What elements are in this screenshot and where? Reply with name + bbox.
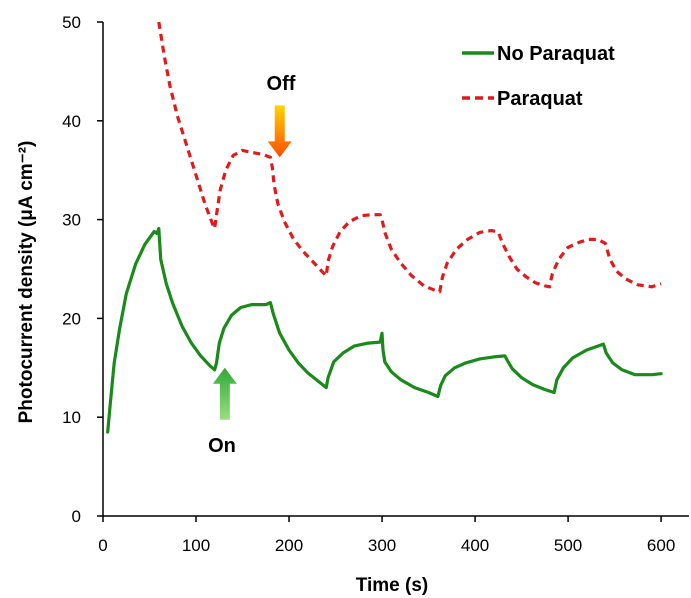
annotation-arrow-off <box>267 105 292 158</box>
legend: No Paraquat Paraquat <box>462 43 615 110</box>
x-ticks: 0 100 200 300 400 500 600 <box>98 516 675 555</box>
y-tick-label: 0 <box>72 507 81 526</box>
annotation-arrow-on <box>212 367 237 420</box>
x-tick-label: 600 <box>647 536 675 555</box>
y-tick-label: 30 <box>62 211 81 230</box>
y-ticks: 0 10 20 30 40 50 <box>62 13 103 526</box>
y-tick-label: 20 <box>62 309 81 328</box>
y-tick-label: 50 <box>62 13 81 32</box>
legend-label-no-paraquat: No Paraquat <box>497 43 615 65</box>
series-line-paraquat <box>157 21 662 294</box>
x-tick-label: 500 <box>554 536 582 555</box>
x-tick-label: 0 <box>98 536 107 555</box>
y-tick-label: 40 <box>62 112 81 131</box>
y-tick-label: 10 <box>62 408 81 427</box>
annotation-on-label: On <box>208 435 236 457</box>
x-tick-label: 400 <box>461 536 489 555</box>
series-layer <box>106 21 663 434</box>
x-tick-label: 200 <box>275 536 303 555</box>
y-axis-title: Photocurrent density (μA cm⁻²) <box>16 141 37 424</box>
legend-label-paraquat: Paraquat <box>497 88 583 110</box>
x-tick-label: 300 <box>368 536 396 555</box>
x-axis-title: Time (s) <box>356 575 429 596</box>
annotations <box>212 105 292 420</box>
annotation-off-label: Off <box>267 73 296 95</box>
series-line-no-paraquat <box>106 226 663 434</box>
x-tick-label: 100 <box>182 536 210 555</box>
